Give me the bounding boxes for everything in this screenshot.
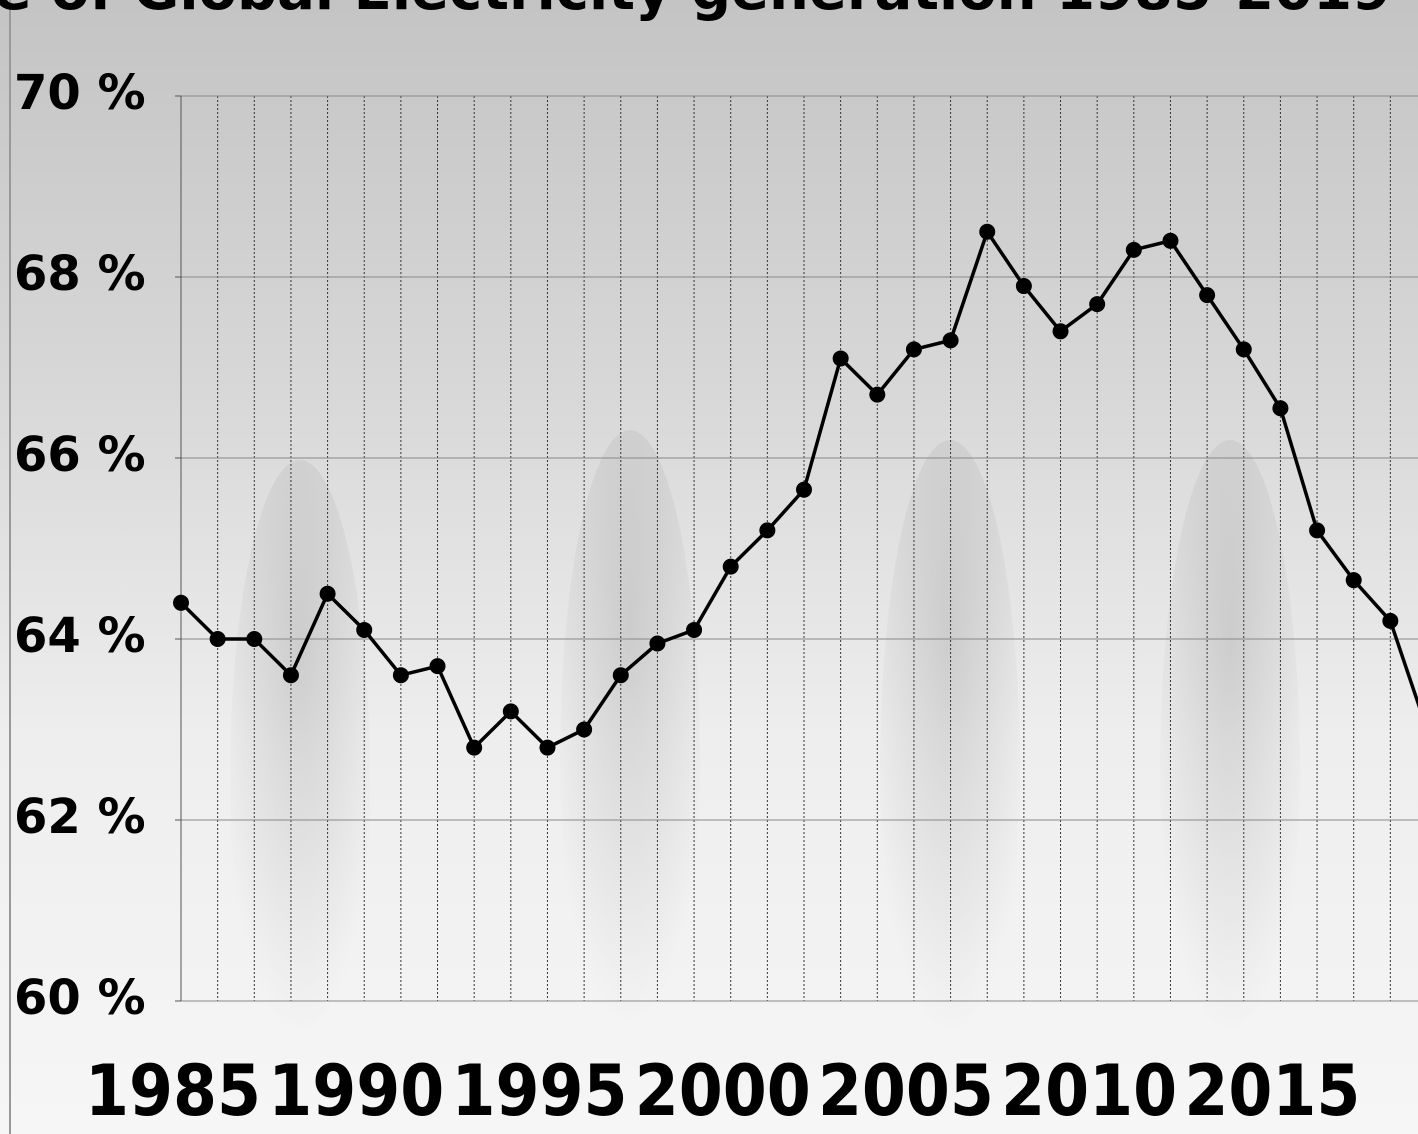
y-tick-label: 68 %	[14, 246, 146, 302]
data-point	[1272, 400, 1289, 417]
data-point	[722, 558, 739, 575]
data-point	[649, 635, 666, 652]
data-point	[612, 667, 629, 684]
data-point	[319, 585, 336, 602]
x-tick-label: 1990	[268, 1050, 444, 1132]
x-tick-label: 2000	[635, 1050, 811, 1132]
data-point	[869, 386, 886, 403]
data-point	[209, 631, 226, 647]
data-point	[282, 667, 299, 684]
chart-title: Fossil Share of Global Electricity gener…	[0, 0, 1391, 23]
data-point	[1162, 232, 1179, 249]
y-tick-label: 62 %	[14, 789, 146, 845]
data-point	[979, 223, 996, 240]
y-tick-label: 60 %	[14, 970, 146, 1026]
data-point	[246, 631, 263, 647]
data-point	[832, 350, 849, 367]
data-point	[1199, 287, 1216, 304]
data-point	[905, 341, 922, 358]
data-point	[1382, 612, 1399, 629]
data-point	[759, 522, 776, 539]
data-point	[1089, 296, 1106, 313]
data-point	[392, 667, 409, 684]
data-point	[502, 703, 519, 720]
data-point	[1345, 572, 1362, 589]
data-point	[1125, 241, 1142, 258]
data-point	[539, 739, 556, 756]
y-tick-label: 70 %	[14, 65, 146, 121]
x-tick-label: 1995	[451, 1050, 627, 1132]
data-point	[942, 332, 959, 349]
data-point	[466, 739, 483, 756]
x-tick-label: 2010	[1001, 1050, 1177, 1132]
data-point	[796, 481, 812, 498]
y-tick-label: 64 %	[14, 608, 146, 664]
data-point	[173, 594, 189, 611]
x-tick-label: 1985	[85, 1050, 261, 1132]
data-point	[356, 621, 373, 638]
data-point	[429, 658, 446, 675]
data-point	[1052, 323, 1069, 340]
y-tick-label: 66 %	[14, 427, 146, 483]
x-tick-label: 2015	[1184, 1050, 1360, 1132]
data-point	[576, 721, 593, 738]
background-smoke	[230, 430, 1300, 1100]
data-point	[1235, 341, 1252, 358]
x-tick-label: 2005	[818, 1050, 994, 1132]
data-point	[686, 621, 703, 638]
data-point	[1015, 278, 1032, 295]
data-point	[1309, 522, 1326, 539]
